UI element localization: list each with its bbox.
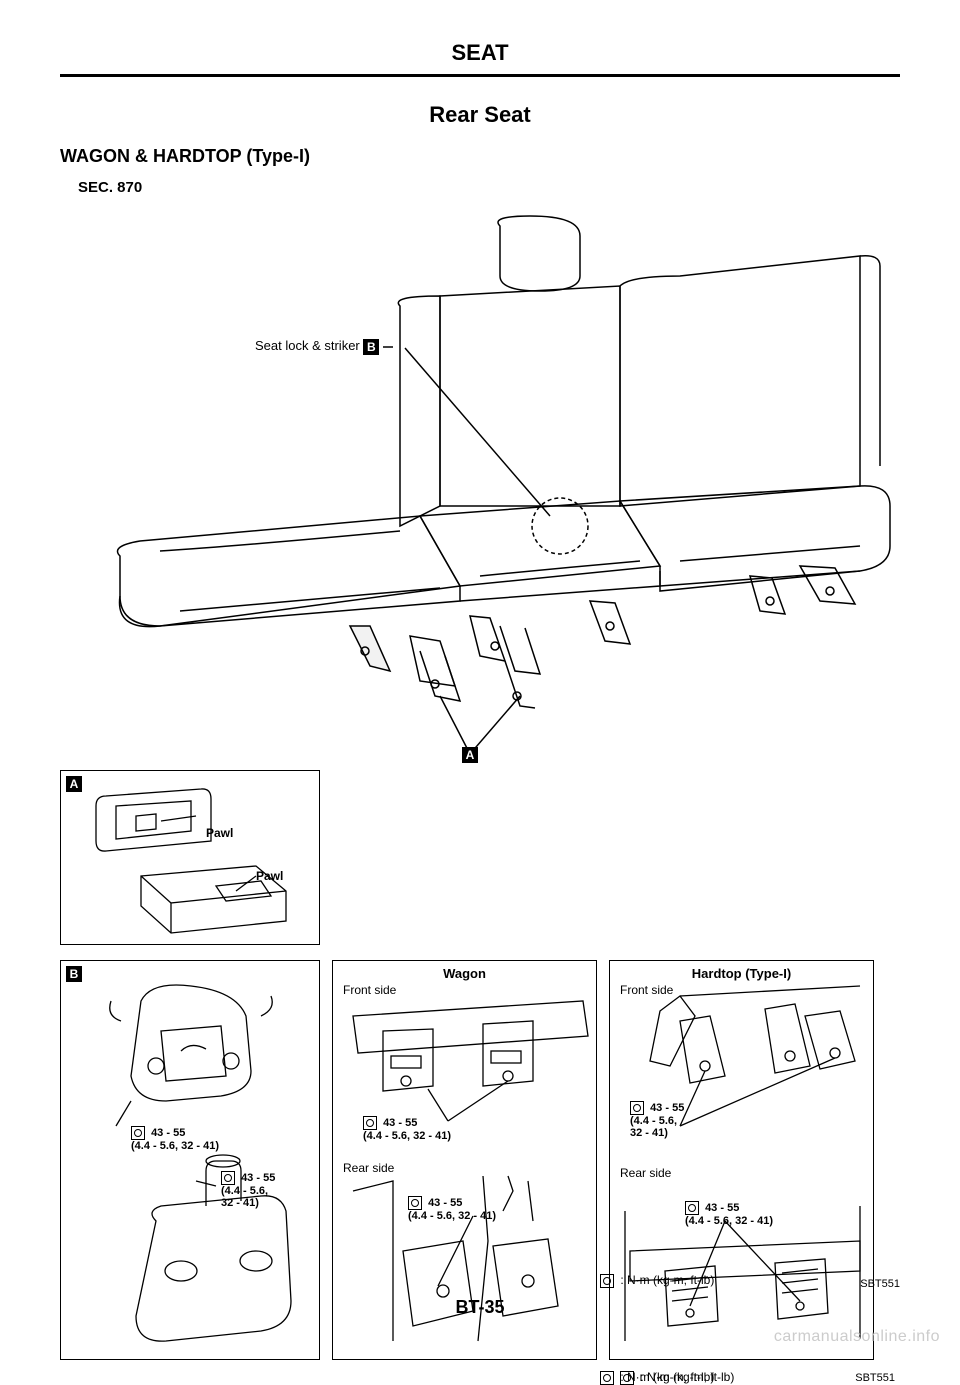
watermark: carmanualsonline.info	[774, 1328, 940, 1346]
torque-icon	[685, 1201, 699, 1215]
pawl-label-1: Pawl	[206, 826, 233, 840]
pawl-label-2: Pawl	[256, 869, 283, 883]
subsection-title: Rear Seat	[60, 102, 900, 128]
hardtop-front-side: Front side	[620, 983, 673, 997]
torque-sub: (4.4 - 5.6, 32 - 41)	[363, 1130, 451, 1142]
box-b-illustration	[61, 961, 321, 1361]
torque-icon	[408, 1196, 422, 1210]
marker-b-inline: B	[363, 339, 379, 355]
box-b-torque-2: 43 - 55 (4.4 - 5.6, 32 - 41)	[221, 1171, 275, 1209]
page-container: SEAT Rear Seat WAGON & HARDTOP (Type-I) …	[0, 0, 960, 1358]
wagon-torque-rear: 43 - 55 (4.4 - 5.6, 32 - 41)	[408, 1196, 496, 1222]
wagon-front-side: Front side	[343, 983, 396, 997]
detail-box-a: A Pawl Pawl	[60, 770, 320, 945]
callout-text: Seat lock & striker	[255, 338, 360, 353]
box-a-label: A	[66, 776, 82, 792]
legend-text-final: : N·m (kg-m, ft-lb)	[620, 1273, 714, 1287]
torque-icon-final	[600, 1274, 614, 1288]
legend-row-actual: : N·m (kg-m, ft-lb)	[600, 1370, 714, 1385]
legend-final: : N·m (kg-m, ft-lb)	[600, 1273, 714, 1288]
hardtop-title: Hardtop (Type-I)	[692, 966, 791, 981]
page-number: BT-35	[455, 1297, 504, 1318]
torque-sub2: 32 - 41)	[630, 1127, 668, 1139]
hardtop-torque-rear: 43 - 55 (4.4 - 5.6, 32 - 41)	[685, 1201, 773, 1227]
detail-box-b: B	[60, 960, 320, 1360]
torque-sub: (4.4 - 5.6, 32 - 41)	[408, 1210, 496, 1222]
main-diagram: Seat lock & striker B A	[60, 206, 900, 786]
legend-text-span: : N·m (kg-m, ft-lb)	[620, 1370, 714, 1384]
figure-code-final: SBT551	[860, 1278, 900, 1290]
marker-a-box: A	[462, 747, 478, 763]
box-a-illustration	[61, 771, 321, 946]
wagon-torque-front: 43 - 55 (4.4 - 5.6, 32 - 41)	[363, 1116, 451, 1142]
torque-sub1: (4.4 - 5.6,	[630, 1115, 677, 1127]
hardtop-torque-front: 43 - 55 (4.4 - 5.6, 32 - 41)	[630, 1101, 684, 1139]
torque-main: 43 - 55	[151, 1127, 185, 1139]
section-header: SEAT	[60, 40, 900, 77]
torque-icon-legend	[600, 1371, 614, 1385]
wagon-title: Wagon	[443, 966, 486, 981]
box-hardtop-illustration	[610, 961, 875, 1361]
seat-illustration-svg	[60, 206, 900, 786]
marker-a-main: A	[462, 746, 478, 764]
torque-icon	[221, 1171, 235, 1185]
detail-box-hardtop: Hardtop (Type-I) Front side	[609, 960, 874, 1360]
torque-icon	[630, 1101, 644, 1115]
torque-sub: (4.4 - 5.6,	[221, 1185, 268, 1197]
torque-sub2: 32 - 41)	[221, 1197, 259, 1209]
hardtop-rear-side: Rear side	[620, 1166, 671, 1180]
torque-main: 43 - 55	[428, 1197, 462, 1209]
torque-main: 43 - 55	[241, 1172, 275, 1184]
torque-main: 43 - 55	[383, 1117, 417, 1129]
torque-sub: (4.4 - 5.6, 32 - 41)	[131, 1140, 219, 1152]
variant-title: WAGON & HARDTOP (Type-I)	[60, 146, 900, 167]
figure-code: SBT551	[855, 1372, 895, 1384]
torque-icon	[131, 1126, 145, 1140]
box-b-label: B	[66, 966, 82, 982]
torque-sub: (4.4 - 5.6, 32 - 41)	[685, 1215, 773, 1227]
torque-icon	[363, 1116, 377, 1130]
wagon-rear-side: Rear side	[343, 1161, 394, 1175]
sec-label: SEC. 870	[78, 179, 900, 196]
callout-seat-lock-striker: Seat lock & striker B	[255, 338, 393, 355]
box-b-torque-1: 43 - 55 (4.4 - 5.6, 32 - 41)	[131, 1126, 219, 1152]
torque-main: 43 - 55	[705, 1202, 739, 1214]
torque-main: 43 - 55	[650, 1102, 684, 1114]
